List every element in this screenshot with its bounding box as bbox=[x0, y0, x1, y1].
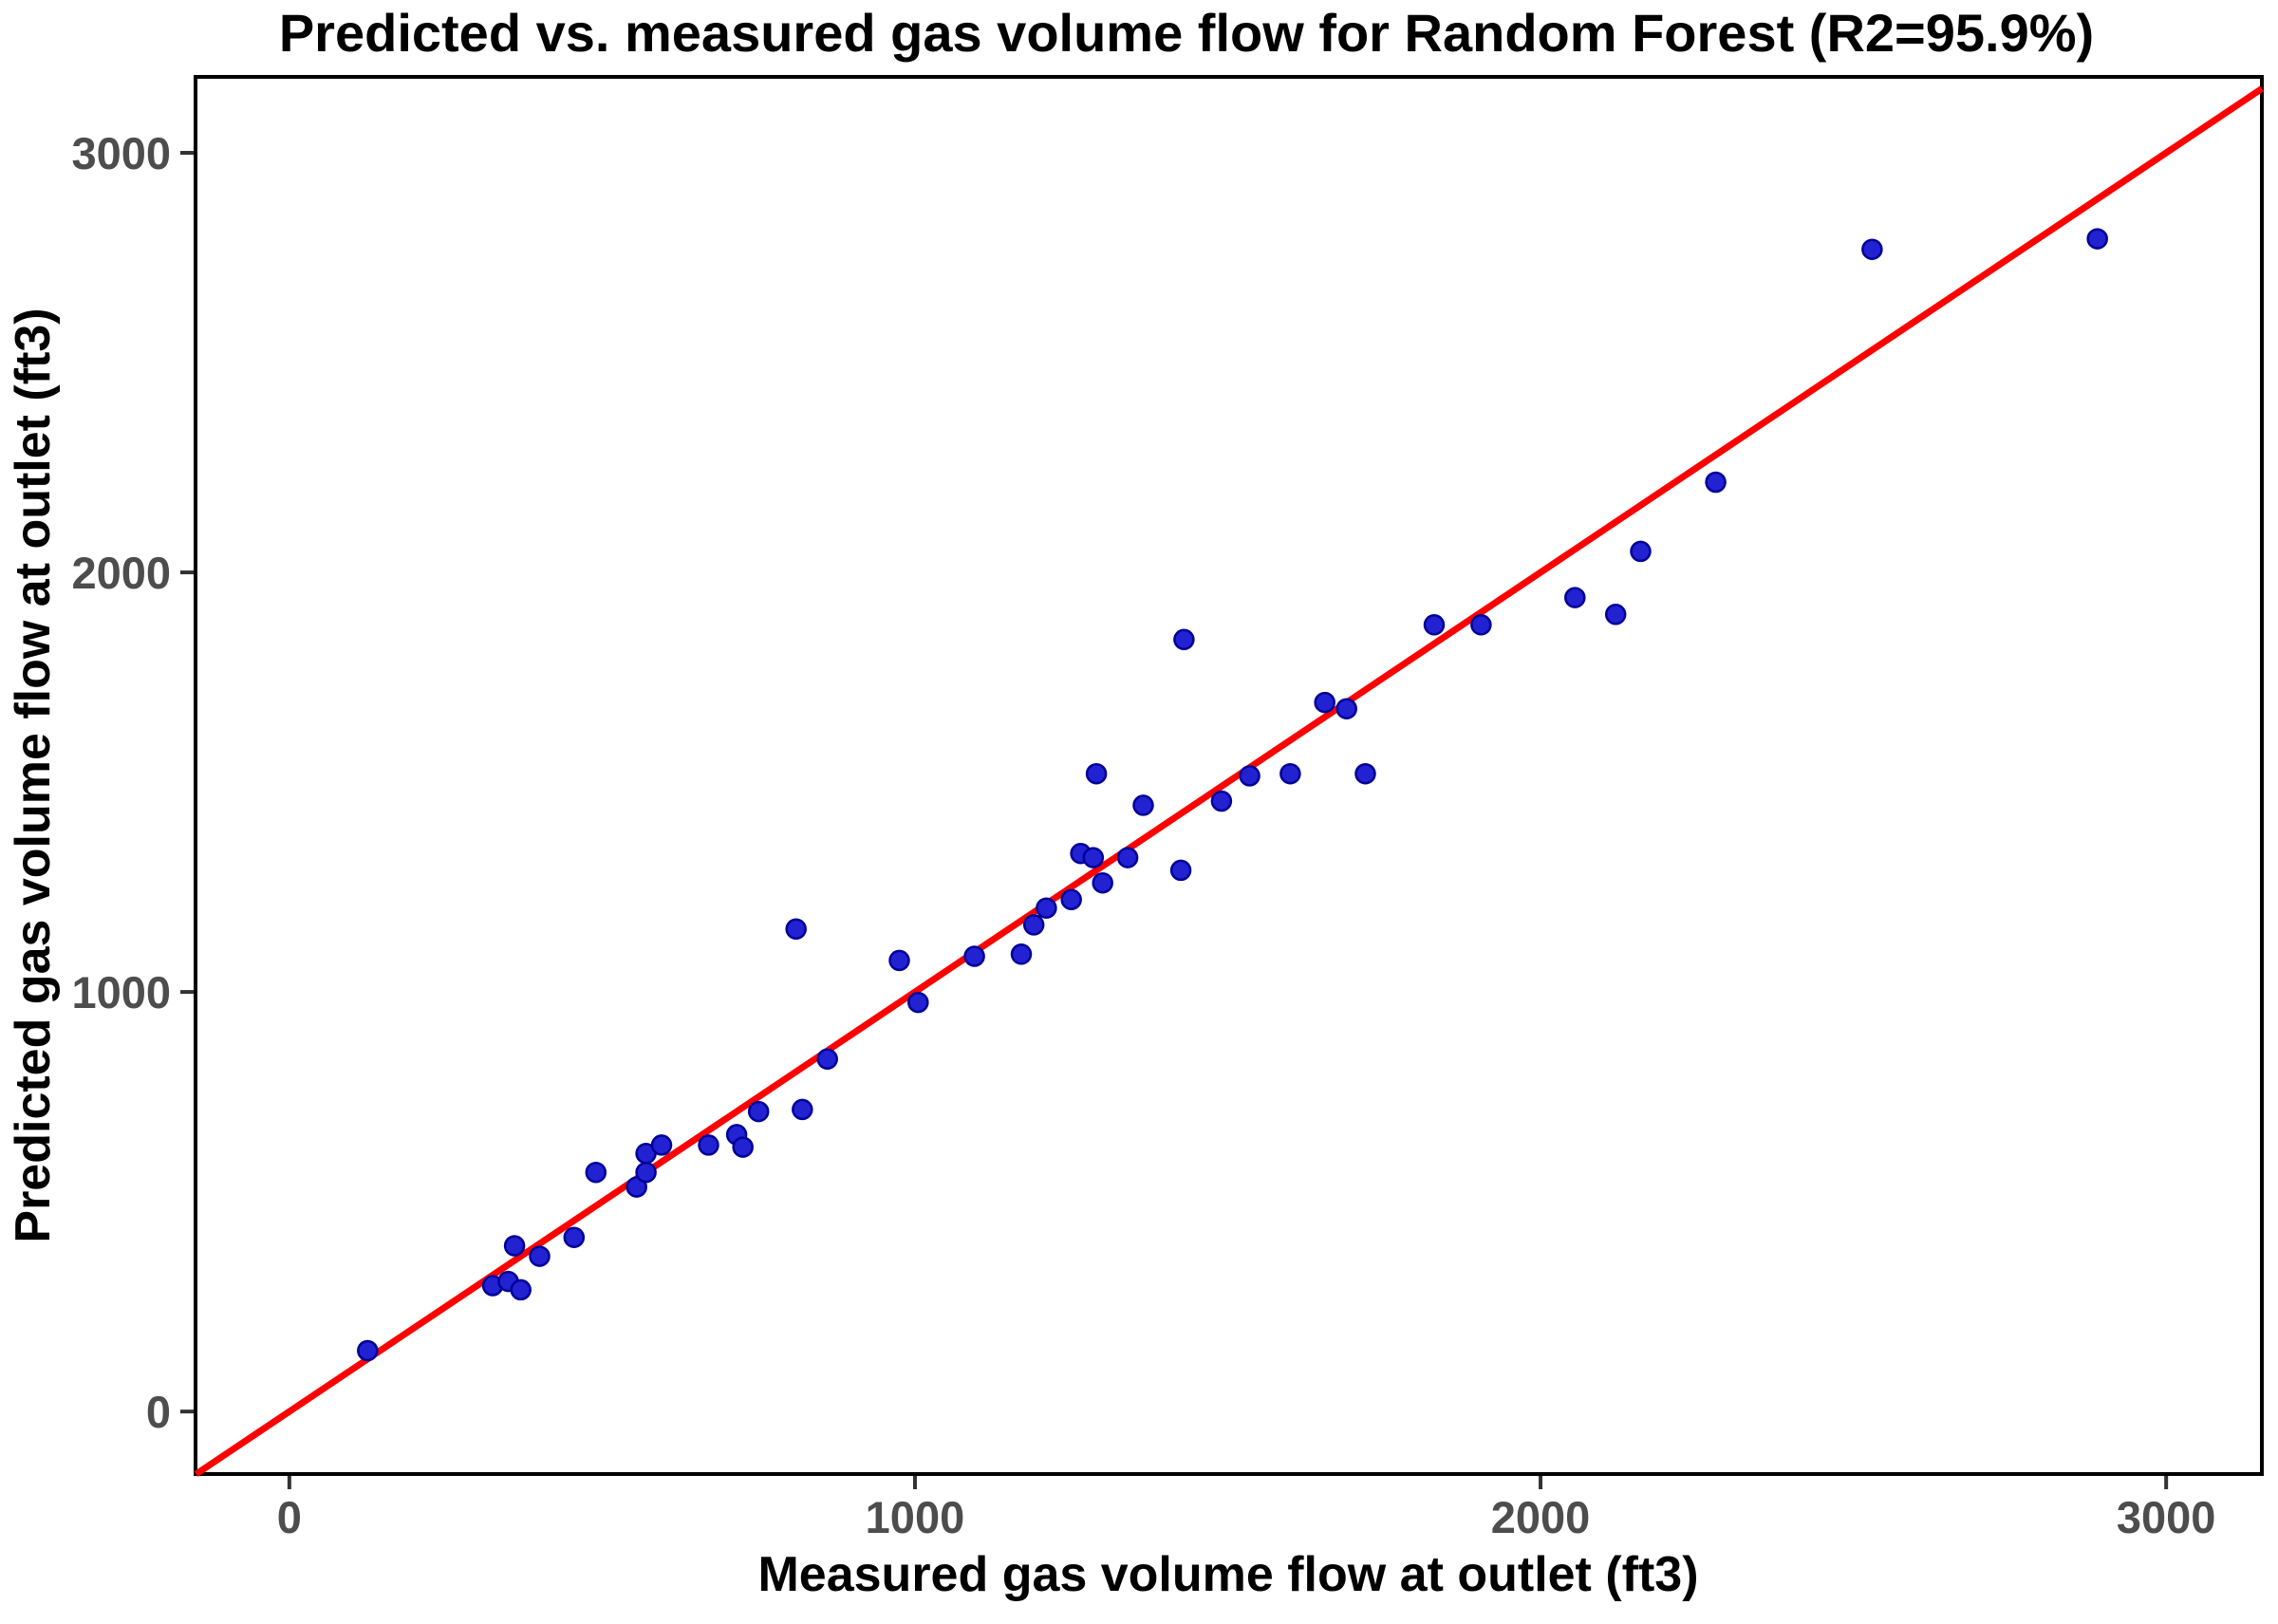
data-point bbox=[1470, 614, 1492, 636]
data-point bbox=[1564, 587, 1586, 608]
data-point bbox=[1036, 897, 1057, 919]
y-tick-label: 3000 bbox=[71, 128, 171, 178]
scatter-points-layer bbox=[357, 228, 2108, 1362]
data-point bbox=[792, 1098, 813, 1121]
data-point bbox=[650, 1134, 673, 1156]
data-point bbox=[888, 949, 910, 972]
data-point bbox=[1092, 871, 1113, 894]
y-tick-label: 1000 bbox=[71, 967, 171, 1017]
x-axis-title: Measured gas volume flow at outlet (ft3) bbox=[757, 1547, 1698, 1602]
y-axis-title: Predicted gas volume flow at outlet (ft3… bbox=[6, 308, 61, 1242]
data-point bbox=[1210, 790, 1233, 812]
data-point bbox=[698, 1134, 719, 1156]
identity-line-layer bbox=[194, 85, 2264, 1477]
chart-title: Predicted vs. measured gas volume flow f… bbox=[279, 3, 2094, 63]
data-point bbox=[1022, 914, 1045, 936]
data-point bbox=[1314, 691, 1335, 714]
data-point bbox=[1239, 765, 1260, 787]
data-point bbox=[563, 1226, 586, 1248]
data-point bbox=[529, 1245, 551, 1267]
identity-line bbox=[194, 85, 2264, 1477]
y-tick-label: 0 bbox=[146, 1387, 171, 1437]
data-point bbox=[816, 1048, 838, 1071]
y-tick-label: 2000 bbox=[71, 548, 171, 598]
data-point bbox=[1861, 238, 1883, 260]
data-point bbox=[1705, 471, 1727, 494]
x-tick-label: 3000 bbox=[2117, 1492, 2216, 1542]
data-point bbox=[1335, 698, 1357, 719]
data-point bbox=[1169, 859, 1192, 882]
x-tick-label: 2000 bbox=[1491, 1492, 1591, 1542]
x-tick-label: 0 bbox=[277, 1492, 302, 1542]
axis-ticks-layer: 0 1000 2000 3000 0 1000 2000 3000 bbox=[71, 128, 2215, 1542]
data-point bbox=[1604, 604, 1627, 625]
data-point bbox=[1116, 847, 1139, 868]
data-point bbox=[1423, 614, 1446, 636]
data-point bbox=[2086, 228, 2108, 250]
data-point bbox=[747, 1100, 770, 1123]
data-point bbox=[1173, 628, 1195, 651]
data-point bbox=[1060, 888, 1082, 911]
data-point bbox=[1082, 847, 1105, 868]
x-tick-label: 1000 bbox=[866, 1492, 965, 1542]
data-point bbox=[732, 1136, 754, 1158]
data-point bbox=[1354, 762, 1376, 785]
data-point bbox=[1132, 794, 1154, 816]
data-point bbox=[357, 1339, 379, 1362]
data-point bbox=[635, 1161, 657, 1184]
data-point bbox=[907, 991, 929, 1014]
data-point bbox=[510, 1279, 532, 1301]
data-point bbox=[585, 1161, 607, 1184]
data-point bbox=[1010, 943, 1033, 965]
data-point bbox=[963, 945, 985, 967]
data-point bbox=[1085, 762, 1108, 785]
data-point bbox=[785, 918, 807, 941]
data-point bbox=[503, 1235, 526, 1257]
data-point bbox=[1630, 540, 1652, 563]
data-point bbox=[1279, 762, 1301, 785]
data-point bbox=[626, 1176, 647, 1198]
